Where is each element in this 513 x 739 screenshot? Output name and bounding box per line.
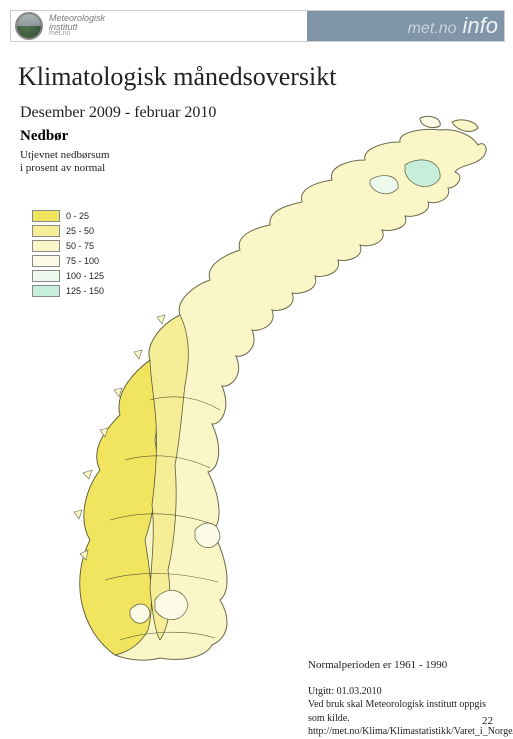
brand-block: met.no info xyxy=(408,13,498,39)
map-norway xyxy=(60,110,490,665)
legend-swatch xyxy=(32,270,60,282)
legend-swatch xyxy=(32,285,60,297)
issued-date: Utgitt: 01.03.2010 xyxy=(308,685,498,699)
legend-swatch xyxy=(32,240,60,252)
page-number: 22 xyxy=(482,715,493,727)
page-title: Klimatologisk månedsoversikt xyxy=(18,62,513,92)
brand-info: info xyxy=(463,13,498,39)
legend-swatch xyxy=(32,255,60,267)
source-url: http://met.no/Klima/Klimastatistikk/Vare… xyxy=(308,725,498,739)
header-bar: Meteorologisk institutt met.no met.no in… xyxy=(10,10,505,42)
attribution: Ved bruk skal Meteorologisk institutt op… xyxy=(308,698,498,725)
normal-period: Normalperioden er 1961 - 1990 xyxy=(308,658,498,673)
globe-icon xyxy=(15,12,43,40)
org-url: met.no xyxy=(49,31,105,38)
legend-swatch xyxy=(32,225,60,237)
logo: Meteorologisk institutt met.no xyxy=(11,12,105,40)
brand-site: met.no xyxy=(408,20,457,38)
legend-swatch xyxy=(32,210,60,222)
